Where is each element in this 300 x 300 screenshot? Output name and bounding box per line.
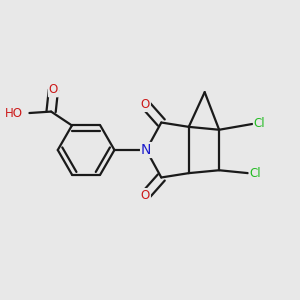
Text: O: O — [49, 83, 58, 96]
Text: O: O — [141, 98, 150, 111]
Text: HO: HO — [5, 106, 23, 119]
Text: Cl: Cl — [250, 167, 261, 180]
Text: N: N — [141, 143, 152, 157]
Text: Cl: Cl — [254, 118, 266, 130]
Text: O: O — [141, 189, 150, 202]
